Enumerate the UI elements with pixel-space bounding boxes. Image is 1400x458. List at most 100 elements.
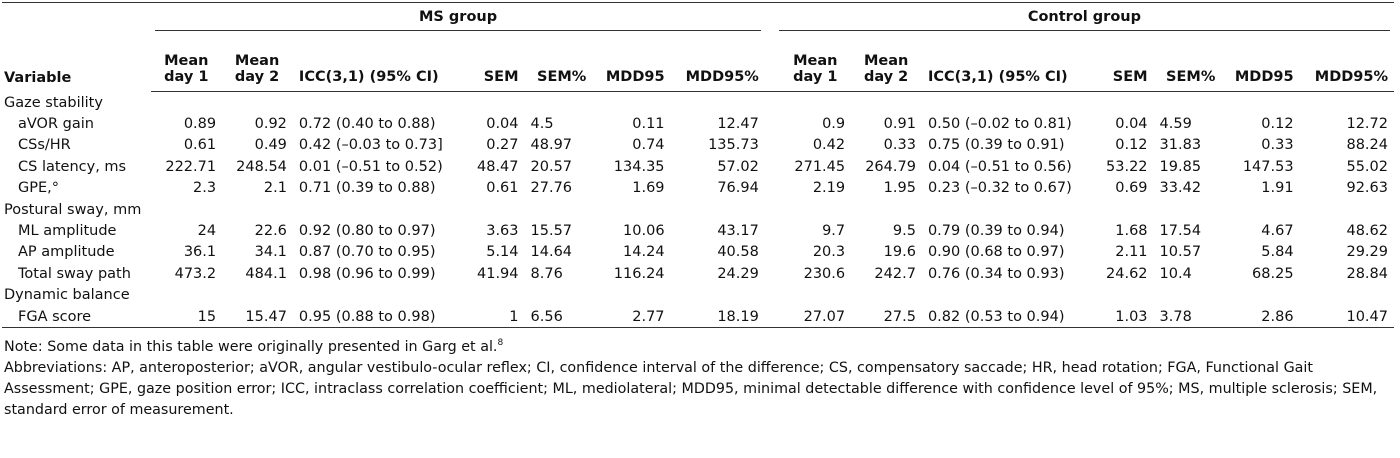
cell: 57.02: [717, 158, 759, 175]
cell: 29.29: [1346, 244, 1388, 261]
cell: 28.84: [1346, 265, 1388, 282]
cell: 19.85: [1159, 158, 1202, 175]
column-header-text: SEM: [1112, 69, 1148, 85]
cell: 68.25: [1252, 265, 1294, 282]
cell: 3.78: [1159, 308, 1192, 325]
column-header-text: Mean day 2: [863, 53, 909, 85]
column-header-text: MDD95%: [685, 69, 759, 85]
variable-header: Variable: [4, 69, 72, 86]
cell: 0.75 (0.39 to 0.91): [927, 137, 1065, 154]
cell: 48.47: [477, 158, 519, 175]
cell: 10.06: [623, 223, 665, 240]
table-row: AP amplitude 36.1 34.1 0.87 (0.70 to 0.95) 5…: [2, 242, 1394, 263]
cell: 33.42: [1159, 180, 1202, 197]
column-header-text: SEM%: [537, 69, 587, 85]
cell: 8.76: [530, 265, 563, 282]
cell: 1.03: [1115, 308, 1148, 325]
cell: 2.86: [1261, 308, 1294, 325]
cell: 0.92 (0.80 to 0.97): [298, 223, 436, 240]
column-header-text: MDD95%: [1314, 69, 1388, 85]
column-header: MDD95%: [1299, 33, 1394, 92]
row-label: Total sway path: [18, 265, 131, 282]
row-label: CS latency, ms: [18, 158, 127, 175]
column-header-text: Mean day 1: [793, 53, 838, 85]
cell: 20.57: [530, 158, 573, 175]
row-label: ML amplitude: [18, 223, 117, 240]
group-name: Control group: [778, 9, 1390, 31]
column-header: SEM%: [1153, 33, 1222, 92]
cell: 0.69: [1115, 180, 1148, 197]
cell: 0.90 (0.68 to 0.97): [927, 244, 1065, 261]
table-row: FGA score 15 15.47 0.95 (0.88 to 0.98) 1 6.56…: [2, 306, 1394, 328]
cell: 0.04: [1115, 116, 1148, 133]
cell: 0.50 (–0.02 to 0.81): [927, 116, 1072, 133]
cell: 48.97: [530, 137, 573, 154]
cell: 1: [509, 308, 519, 325]
column-header: Mean day 2: [851, 33, 922, 92]
page: Variable MS group Control group Mean day …: [2, 2, 1394, 418]
cell: 0.04 (–0.51 to 0.56): [927, 158, 1072, 175]
column-header: Mean day 2: [222, 33, 293, 92]
cell: 1.95: [883, 180, 916, 197]
cell: 242.7: [874, 265, 916, 282]
cell: 9.7: [822, 223, 846, 240]
cell: 48.62: [1346, 223, 1388, 240]
cell: 1.68: [1115, 223, 1148, 240]
cell: 12.47: [717, 116, 759, 133]
note-text: Note: Some data in this table were origi…: [4, 339, 498, 356]
table-row: CSs/HR 0.61 0.49 0.42 (–0.03 to 0.73] 0.27 48…: [2, 135, 1394, 156]
cell: 76.94: [717, 180, 759, 197]
cell: 0.12: [1261, 116, 1294, 133]
cell: 40.58: [717, 244, 759, 261]
cell: 0.98 (0.96 to 0.99): [298, 265, 436, 282]
cell: 222.71: [165, 158, 217, 175]
column-header-row: Mean day 1 Mean day 2 ICC(3,1) (95% CI) SEM…: [2, 33, 1394, 92]
cell: 4.59: [1159, 116, 1192, 133]
cell: 36.1: [183, 244, 217, 261]
cell: 0.87 (0.70 to 0.95): [298, 244, 436, 261]
column-header-text: SEM: [483, 69, 519, 85]
cell: 0.89: [183, 116, 217, 133]
cell: 27.76: [530, 180, 573, 197]
column-header-text: Mean day 1: [164, 53, 209, 85]
row-label: aVOR gain: [18, 116, 94, 133]
cell: 2.3: [193, 180, 217, 197]
column-header: SEM: [1094, 33, 1154, 92]
cell: 0.61: [183, 137, 217, 154]
table-row: GPE,° 2.3 2.1 0.71 (0.39 to 0.88) 0.61 27.76 1…: [2, 178, 1394, 199]
section-row: Postural sway, mm: [2, 199, 1394, 220]
cell: 0.91: [883, 116, 916, 133]
cell: 0.95 (0.88 to 0.98): [298, 308, 436, 325]
column-header: ICC(3,1) (95% CI): [921, 33, 1095, 92]
section-row: Dynamic balance: [2, 285, 1394, 306]
section-label: Gaze stability: [4, 94, 103, 111]
cell: 134.35: [613, 158, 665, 175]
note-reference: 8: [497, 338, 504, 349]
table-body: Gaze stability aVOR gain 0.89 0.92 0.72 (0.4…: [2, 92, 1394, 328]
cell: 147.53: [1242, 158, 1294, 175]
cell: 14.24: [623, 244, 665, 261]
cell: 20.3: [812, 244, 846, 261]
section-row: Gaze stability: [2, 92, 1394, 114]
table-row: Total sway path 473.2 484.1 0.98 (0.96 to 0…: [2, 263, 1394, 284]
cell: 5.84: [1261, 244, 1294, 261]
cell: 18.19: [717, 308, 759, 325]
column-header-text: MDD95: [1234, 69, 1294, 85]
column-header: MDD95: [1221, 33, 1300, 92]
cell: 10.47: [1346, 308, 1388, 325]
cell: 24: [197, 223, 217, 240]
cell: 0.49: [254, 137, 287, 154]
column-header-text: MDD95: [605, 69, 665, 85]
cell: 0.42: [812, 137, 846, 154]
cell: 55.02: [1346, 158, 1388, 175]
cell: 34.1: [254, 244, 287, 261]
group-header-row: Variable MS group Control group: [2, 3, 1394, 86]
column-header: MDD95: [592, 33, 671, 92]
column-header: MDD95%: [670, 33, 765, 92]
cell: 4.5: [530, 116, 554, 133]
cell: 0.42 (–0.03 to 0.73]: [298, 137, 443, 154]
column-header-text: Mean day 2: [234, 53, 280, 85]
cell: 0.9: [822, 116, 846, 133]
cell: 0.33: [883, 137, 916, 154]
cell: 27.07: [803, 308, 846, 325]
